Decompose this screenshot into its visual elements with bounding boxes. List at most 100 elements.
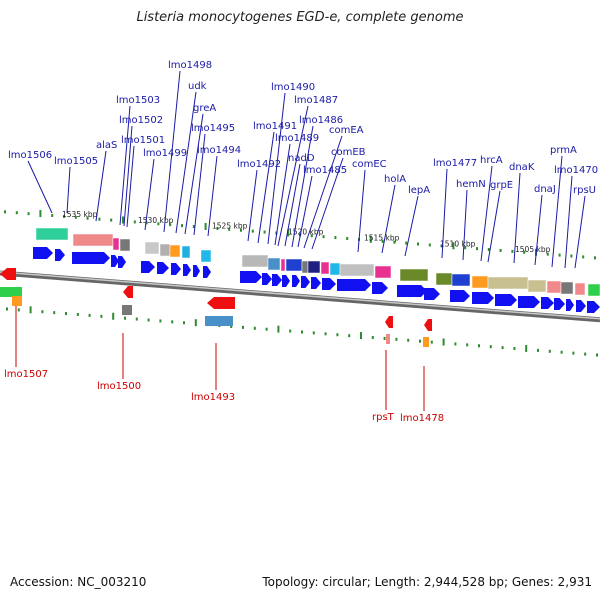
forward-gene-arrow <box>495 294 517 306</box>
tick-mark <box>287 229 290 237</box>
tick-mark <box>452 242 455 250</box>
tick-mark <box>310 234 313 238</box>
tick-mark <box>39 210 42 218</box>
reverse-gene-arrow <box>385 316 393 328</box>
tick-mark <box>204 222 207 230</box>
tick-mark <box>41 310 44 314</box>
feature-box <box>112 237 120 251</box>
tick-mark <box>487 248 490 252</box>
feature-box <box>451 273 471 287</box>
label-leader-line <box>119 105 131 226</box>
tick-mark <box>74 215 77 219</box>
tick-mark <box>442 338 445 346</box>
forward-gene-label: prmA <box>550 145 577 156</box>
forward-gene-arrow <box>541 297 554 309</box>
label-leader-line <box>462 189 468 261</box>
scale-label: 1510 kbp <box>440 239 476 248</box>
forward-gene-label: lmo1498 <box>168 60 212 71</box>
feature-box <box>267 257 281 271</box>
label-leader-line <box>193 133 206 236</box>
tick-mark <box>171 320 174 324</box>
forward-gene-label: lmo1501 <box>121 135 165 146</box>
tick-mark <box>428 243 431 247</box>
forward-gene-arrow <box>337 279 371 291</box>
forward-gene-arrow <box>554 298 565 310</box>
tick-mark <box>312 331 315 335</box>
forward-gene-label: lmo1505 <box>54 156 98 167</box>
forward-gene-arrow <box>171 263 181 275</box>
feature-box <box>487 276 529 290</box>
forward-gene-arrow <box>33 247 53 259</box>
tick-mark <box>53 311 56 315</box>
tick-mark <box>513 347 516 351</box>
tick-mark <box>17 308 20 312</box>
tick-mark <box>548 349 551 353</box>
forward-gene-arrow <box>322 278 336 290</box>
forward-gene-label: dnaJ <box>534 184 556 195</box>
forward-gene-arrow <box>111 255 119 267</box>
tick-mark <box>147 318 150 322</box>
tick-mark <box>430 340 433 344</box>
feature-box <box>546 280 562 294</box>
forward-gene-label: lmo1485 <box>303 165 347 176</box>
label-leader-line <box>404 195 419 257</box>
tick-mark <box>466 343 469 347</box>
tick-mark <box>124 316 126 320</box>
forward-gene-label: lmo1477 <box>433 158 477 169</box>
tick-mark <box>112 312 115 320</box>
feature-box <box>72 233 114 247</box>
reverse-gene-label: lmo1507 <box>4 369 48 380</box>
tick-mark <box>572 351 575 355</box>
tick-mark <box>27 212 30 216</box>
feature-box <box>329 262 341 276</box>
genome-summary: Topology: circular; Length: 2,944,528 bp… <box>262 575 592 589</box>
tick-mark <box>230 324 233 328</box>
feature-box <box>560 281 574 295</box>
tick-mark <box>440 244 443 248</box>
feature-box <box>423 337 429 347</box>
forward-gene-label: lmo1489 <box>275 133 319 144</box>
tick-mark <box>584 352 587 356</box>
label-leader-line <box>564 175 573 269</box>
forward-gene-arrow <box>518 296 540 308</box>
feature-box <box>241 254 269 268</box>
label-leader-line <box>284 163 301 247</box>
feature-box <box>527 279 547 293</box>
tick-mark <box>537 348 539 352</box>
forward-gene-arrow <box>157 262 169 274</box>
feature-box <box>320 261 330 275</box>
tick-mark <box>336 333 339 337</box>
reverse-gene-arrow <box>0 268 16 280</box>
label-leader-line <box>311 157 344 250</box>
label-leader-line <box>303 135 343 249</box>
label-leader-line <box>257 131 275 244</box>
scale-label: 1535 kbp <box>62 210 98 219</box>
tick-mark <box>240 228 242 232</box>
forward-gene-label: lmo1487 <box>294 95 338 106</box>
forward-gene-label: rpsU <box>573 185 596 196</box>
tick-mark <box>570 254 573 258</box>
tick-mark <box>263 230 266 234</box>
label-leader-line <box>277 105 309 247</box>
tick-mark <box>383 336 386 340</box>
forward-gene-label: comEA <box>329 125 364 136</box>
tick-mark <box>110 218 113 222</box>
tick-mark <box>525 344 528 352</box>
tick-mark <box>29 306 32 314</box>
tick-mark <box>511 249 514 253</box>
tick-mark <box>369 235 372 243</box>
forward-gene-arrow <box>118 256 126 268</box>
label-leader-line <box>175 91 197 234</box>
backbone-highlight <box>0 271 600 320</box>
scale-label: 1520 kbp <box>288 227 324 236</box>
feature-box <box>301 260 309 274</box>
feature-box <box>435 272 453 286</box>
tick-mark <box>51 213 54 217</box>
tick-mark <box>159 319 162 323</box>
label-leader-line <box>27 160 53 214</box>
forward-gene-label: greA <box>193 103 216 114</box>
label-leader-line <box>551 155 563 268</box>
feature-box <box>159 243 171 257</box>
label-leader-line <box>184 113 204 235</box>
